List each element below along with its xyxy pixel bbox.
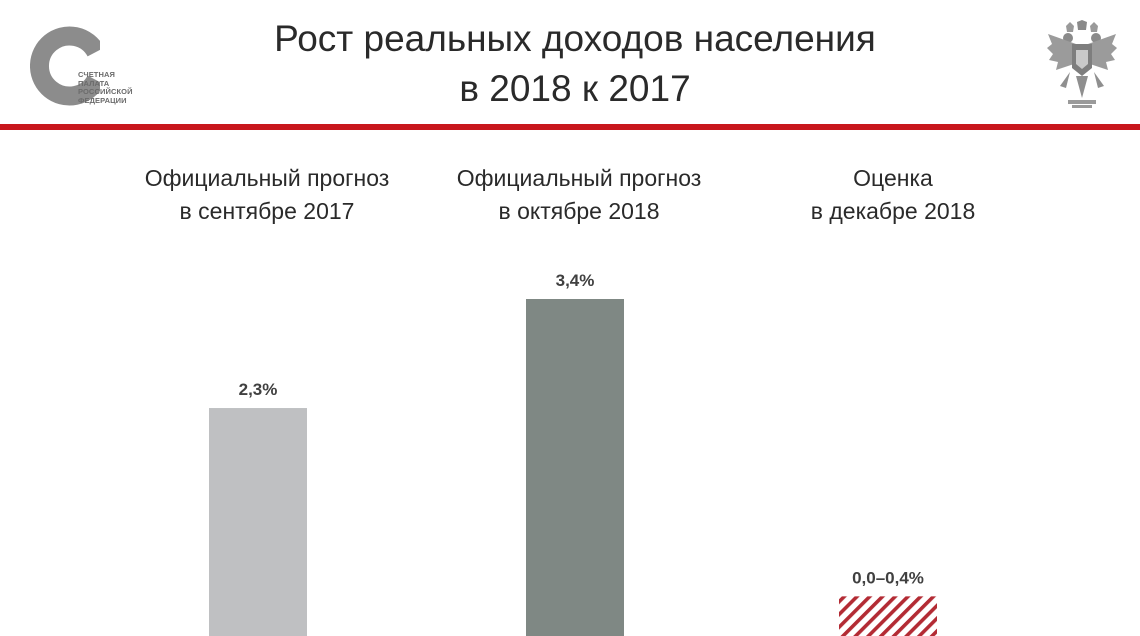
slide-title: Рост реальных доходов населения в 2018 к… — [170, 14, 980, 114]
title-line-1: Рост реальных доходов населения — [274, 18, 876, 59]
category-heading-3-line-1: Оценка — [853, 165, 933, 191]
data-label-1: 2,3% — [239, 380, 278, 399]
category-heading-2-line-2: в октябре 2018 — [498, 198, 660, 224]
logo-line: РОССИЙСКОЙ — [78, 87, 133, 97]
category-heading-1-line-2: в сентябре 2017 — [179, 198, 355, 224]
category-heading-3: Оценка в декабре 2018 — [733, 162, 1053, 228]
data-label-3: 0,0–0,4% — [852, 568, 924, 587]
category-heading-2-line-1: Официальный прогноз — [456, 165, 702, 191]
logo-line: ФЕДЕРАЦИИ — [78, 95, 127, 105]
logo-line: СЧЕТНАЯ — [78, 70, 116, 79]
category-heading-1: Официальный прогноз в сентябре 2017 — [107, 162, 427, 228]
header-rule — [0, 124, 1140, 130]
accounts-chamber-logo: СЧЕТНАЯ ПАЛАТА РОССИЙСКОЙ ФЕДЕРАЦИИ — [30, 26, 150, 112]
bar-2 — [526, 299, 624, 636]
logo-line: ПАЛАТА — [78, 78, 110, 88]
data-label-2: 3,4% — [556, 271, 595, 290]
bar-3 — [839, 596, 937, 636]
logo-ring-icon — [30, 26, 100, 106]
bar-1 — [209, 408, 307, 636]
category-heading-1-line-1: Официальный прогноз — [144, 165, 390, 191]
category-heading-3-line-2: в декабре 2018 — [810, 198, 976, 224]
category-heading-2: Официальный прогноз в октябре 2018 — [419, 162, 739, 228]
logo-text: СЧЕТНАЯ ПАЛАТА РОССИЙСКОЙ ФЕДЕРАЦИИ — [78, 70, 158, 105]
double-headed-eagle-emblem-icon — [1047, 20, 1117, 108]
title-line-2: в 2018 к 2017 — [459, 68, 691, 109]
